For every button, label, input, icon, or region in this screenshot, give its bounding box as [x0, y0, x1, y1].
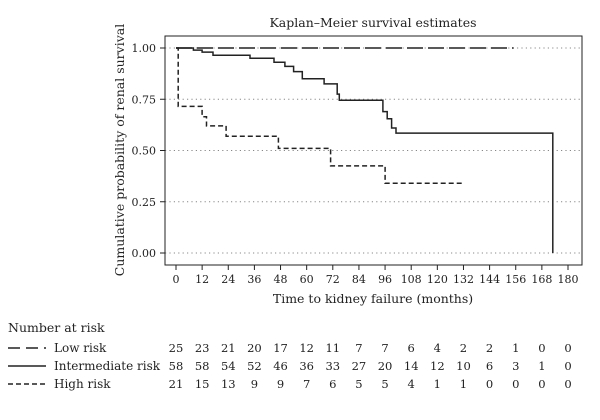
risk-value-low-risk-48: 17 — [273, 341, 288, 355]
chart-title: Kaplan–Meier survival estimates — [269, 15, 476, 30]
risk-value-low-risk-12: 23 — [195, 341, 210, 355]
x-tick-label-168: 168 — [531, 273, 552, 286]
series-intermediate-risk-line — [176, 47, 554, 253]
risk-row-low-risk-label: Low risk — [54, 341, 107, 355]
risk-value-high-risk-156: 0 — [512, 377, 519, 391]
series-high-risk-line — [176, 47, 464, 185]
risk-row-high-risk-label: High risk — [54, 377, 111, 391]
risk-value-high-risk-48: 9 — [277, 377, 284, 391]
x-tick-label-72: 72 — [326, 273, 340, 286]
risk-value-intermediate-risk-0: 58 — [169, 359, 184, 373]
risk-value-high-risk-0: 21 — [169, 377, 184, 391]
risk-value-intermediate-risk-36: 52 — [247, 359, 262, 373]
risk-value-intermediate-risk-60: 36 — [299, 359, 314, 373]
risk-value-low-risk-120: 4 — [434, 341, 441, 355]
risk-value-high-risk-60: 7 — [303, 377, 310, 391]
x-tick-label-144: 144 — [479, 273, 500, 286]
risk-value-high-risk-96: 5 — [381, 377, 388, 391]
grid-lines — [165, 47, 582, 254]
risk-value-intermediate-risk-108: 14 — [404, 359, 419, 373]
risk-value-high-risk-168: 0 — [538, 377, 545, 391]
risk-value-high-risk-12: 15 — [195, 377, 210, 391]
risk-value-low-risk-96: 7 — [381, 341, 388, 355]
risk-value-intermediate-risk-72: 33 — [325, 359, 340, 373]
y-tick-label-4: 1.00 — [132, 42, 157, 55]
risk-value-intermediate-risk-12: 58 — [195, 359, 210, 373]
risk-value-low-risk-156: 1 — [512, 341, 519, 355]
risk-value-low-risk-60: 12 — [299, 341, 314, 355]
risk-value-intermediate-risk-144: 6 — [486, 359, 493, 373]
risk-value-low-risk-108: 6 — [408, 341, 415, 355]
x-tick-label-0: 0 — [173, 273, 180, 286]
risk-value-low-risk-24: 21 — [221, 341, 236, 355]
number-at-risk-table: Number at risk Low risk 25 23 21 20 17 12 11 7 7 6… — [8, 320, 572, 391]
x-tick-label-24: 24 — [221, 273, 235, 286]
risk-value-intermediate-risk-24: 54 — [221, 359, 236, 373]
y-tick-label-2: 0.50 — [132, 145, 157, 158]
x-tick-label-48: 48 — [274, 273, 288, 286]
risk-table-title: Number at risk — [8, 320, 105, 335]
risk-value-high-risk-120: 1 — [434, 377, 441, 391]
risk-value-intermediate-risk-84: 27 — [352, 359, 367, 373]
plot-area: 0 12 24 36 48 60 72 84 96 108 120 132 144 156 168 180 0.… — [132, 35, 583, 286]
risk-value-intermediate-risk-48: 46 — [273, 359, 288, 373]
y-tick-label-0: 0.00 — [132, 247, 157, 260]
risk-value-high-risk-36: 9 — [251, 377, 258, 391]
x-tick-label-120: 120 — [427, 273, 448, 286]
x-tick-label-132: 132 — [453, 273, 474, 286]
x-tick-label-84: 84 — [352, 273, 366, 286]
survival-curves — [176, 47, 554, 253]
x-axis-label: Time to kidney failure (months) — [273, 291, 473, 306]
risk-value-high-risk-24: 13 — [221, 377, 236, 391]
x-tick-label-60: 60 — [300, 273, 314, 286]
x-tick-label-12: 12 — [195, 273, 209, 286]
risk-value-high-risk-144: 0 — [486, 377, 493, 391]
risk-row-intermediate-risk-label: Intermediate risk — [54, 359, 161, 373]
risk-value-low-risk-132: 2 — [460, 341, 467, 355]
axes: 0 12 24 36 48 60 72 84 96 108 120 132 144 156 168 180 0.… — [132, 35, 583, 286]
risk-value-high-risk-84: 5 — [355, 377, 362, 391]
x-tick-label-180: 180 — [558, 273, 579, 286]
y-axis-label: Cumulative probability of renal survival — [112, 24, 127, 276]
risk-value-high-risk-72: 6 — [329, 377, 336, 391]
x-tick-label-156: 156 — [505, 273, 526, 286]
risk-value-intermediate-risk-156: 3 — [512, 359, 519, 373]
risk-value-low-risk-180: 0 — [564, 341, 571, 355]
x-tick-label-96: 96 — [378, 273, 392, 286]
risk-value-low-risk-72: 11 — [325, 341, 340, 355]
risk-value-intermediate-risk-96: 20 — [378, 359, 393, 373]
y-tick-label-1: 0.25 — [132, 196, 157, 209]
risk-value-intermediate-risk-168: 1 — [538, 359, 545, 373]
risk-value-high-risk-132: 1 — [460, 377, 467, 391]
risk-value-low-risk-84: 7 — [355, 341, 362, 355]
risk-value-low-risk-36: 20 — [247, 341, 262, 355]
risk-value-high-risk-180: 0 — [564, 377, 571, 391]
x-tick-label-108: 108 — [401, 273, 422, 286]
risk-value-high-risk-108: 4 — [408, 377, 415, 391]
risk-value-intermediate-risk-180: 0 — [564, 359, 571, 373]
risk-value-intermediate-risk-132: 10 — [456, 359, 471, 373]
x-tick-label-36: 36 — [247, 273, 261, 286]
y-tick-label-3: 0.75 — [132, 93, 157, 106]
risk-value-intermediate-risk-120: 12 — [430, 359, 445, 373]
risk-value-low-risk-0: 25 — [169, 341, 184, 355]
risk-value-low-risk-168: 0 — [538, 341, 545, 355]
risk-value-low-risk-144: 2 — [486, 341, 493, 355]
